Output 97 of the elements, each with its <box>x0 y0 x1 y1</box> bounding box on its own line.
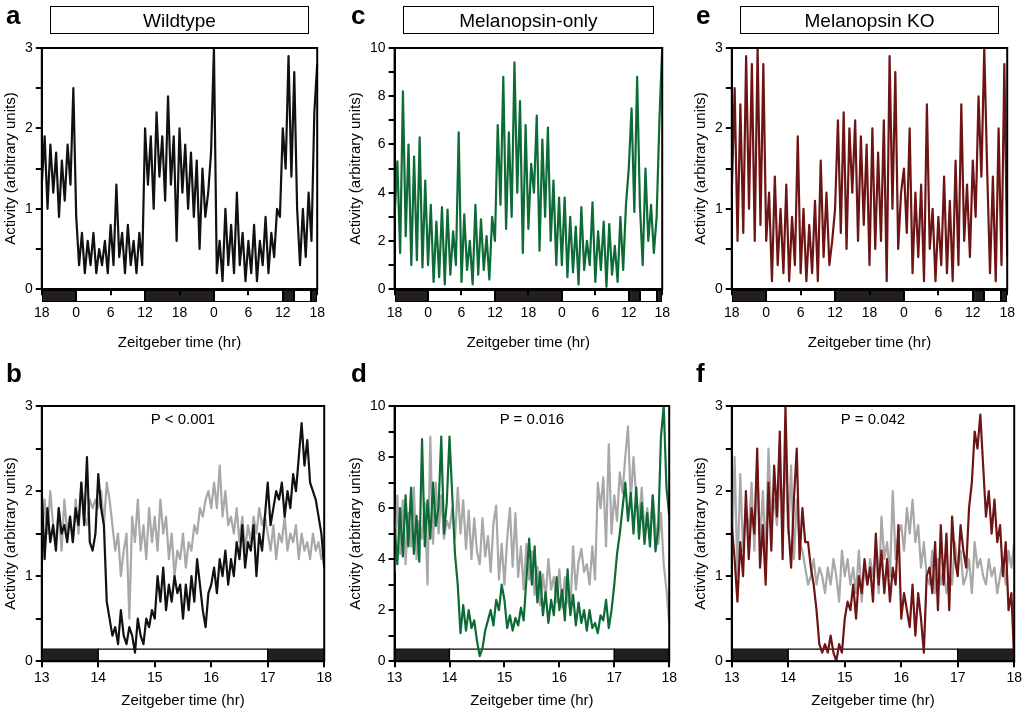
y-tick-label: 10 <box>369 396 386 413</box>
x-tick-label: 14 <box>90 669 107 686</box>
y-tick-label: 4 <box>377 183 386 200</box>
x-tick-label: 18 <box>386 304 403 321</box>
x-tick-label: 17 <box>259 669 276 686</box>
y-axis-title: Activity (arbitrary units) <box>346 92 364 245</box>
x-axis-title: Zeitgeber time (hr) <box>117 333 242 351</box>
x-tick-label: 6 <box>934 304 943 321</box>
x-tick-label: 14 <box>780 669 797 686</box>
annotation: P < 0.001 <box>150 409 216 427</box>
x-axis-title: Zeitgeber time (hr) <box>466 333 591 351</box>
x-tick-label: 18 <box>999 304 1016 321</box>
x-tick-label: 6 <box>457 304 466 321</box>
y-tick-label: 2 <box>24 119 33 136</box>
x-tick-label: 16 <box>893 669 910 686</box>
y-tick-label: 6 <box>377 498 386 515</box>
x-tick-label: 15 <box>836 669 853 686</box>
chart-title: Wildtype <box>49 6 310 34</box>
x-tick-label: 18 <box>34 304 50 321</box>
y-tick-label: 2 <box>714 481 723 498</box>
y-tick-label: 0 <box>24 652 33 669</box>
annotation: P = 0.016 <box>499 409 565 427</box>
y-tick-label: 6 <box>377 135 386 152</box>
text: e <box>696 0 711 31</box>
x-tick-label: 15 <box>496 669 513 686</box>
y-tick-label: 3 <box>24 38 33 55</box>
x-tick-label: 0 <box>900 304 909 321</box>
y-tick-label: 1 <box>714 566 723 583</box>
text: c <box>351 0 366 31</box>
x-tick-label: 13 <box>386 669 403 686</box>
y-tick-label: 3 <box>24 396 33 413</box>
x-axis-title: Zeitgeber time (hr) <box>121 691 245 709</box>
y-tick-label: 0 <box>714 652 723 669</box>
x-tick-label: 13 <box>724 669 740 686</box>
x-tick-label: 0 <box>557 304 566 321</box>
y-tick-label: 0 <box>377 280 386 297</box>
x-tick-label: 17 <box>606 669 623 686</box>
y-tick-label: 2 <box>24 481 33 498</box>
y-tick-label: 1 <box>714 199 723 216</box>
chart-title: Melanopsin KO <box>739 6 1000 34</box>
x-tick-label: 18 <box>309 304 326 321</box>
x-tick-label: 15 <box>146 669 163 686</box>
y-tick-label: 4 <box>377 549 386 566</box>
x-axis-title: Zeitgeber time (hr) <box>811 691 935 709</box>
text: a <box>6 0 21 31</box>
y-tick-label: 0 <box>714 280 723 297</box>
x-tick-label: 0 <box>72 304 81 321</box>
x-tick-label: 13 <box>34 669 50 686</box>
x-axis-title: Zeitgeber time (hr) <box>807 333 932 351</box>
x-tick-label: 12 <box>487 304 503 321</box>
x-tick-label: 14 <box>441 669 458 686</box>
text: f <box>696 358 705 389</box>
x-tick-label: 17 <box>949 669 966 686</box>
x-tick-label: 6 <box>591 304 600 321</box>
y-tick-label: 2 <box>377 231 386 248</box>
x-tick-label: 0 <box>424 304 433 321</box>
y-axis-title: Activity (arbitrary units) <box>1 92 19 245</box>
x-tick-label: 6 <box>106 304 115 321</box>
x-axis-title: Zeitgeber time (hr) <box>470 691 594 709</box>
y-tick-label: 2 <box>714 119 723 136</box>
x-tick-label: 12 <box>275 304 291 321</box>
x-tick-label: 18 <box>520 304 537 321</box>
y-tick-label: 8 <box>377 87 386 104</box>
x-tick-label: 18 <box>654 304 671 321</box>
y-axis-title: Activity (arbitrary units) <box>346 457 364 610</box>
x-tick-label: 12 <box>620 304 637 321</box>
y-axis-title: Activity (arbitrary units) <box>691 92 709 245</box>
y-tick-label: 0 <box>377 652 386 669</box>
y-axis-title: Activity (arbitrary units) <box>1 457 19 610</box>
y-tick-label: 8 <box>377 447 386 464</box>
y-tick-label: 3 <box>714 38 723 55</box>
x-tick-label: 0 <box>762 304 771 321</box>
text: d <box>351 358 367 389</box>
x-tick-label: 6 <box>244 304 253 321</box>
x-tick-label: 12 <box>965 304 981 321</box>
y-tick-label: 2 <box>377 601 386 618</box>
annotation: P = 0.042 <box>840 409 906 427</box>
y-axis-title: Activity (arbitrary units) <box>691 457 709 610</box>
x-tick-label: 18 <box>316 669 333 686</box>
chart-title: Melanopsin-only <box>402 6 655 34</box>
y-tick-label: 3 <box>714 396 723 413</box>
x-tick-label: 18 <box>1006 669 1023 686</box>
y-tick-label: 0 <box>24 280 33 297</box>
y-tick-label: 1 <box>24 199 33 216</box>
x-tick-label: 6 <box>796 304 805 321</box>
x-tick-label: 18 <box>861 304 878 321</box>
x-tick-label: 12 <box>137 304 154 321</box>
x-tick-label: 18 <box>661 669 678 686</box>
x-tick-label: 18 <box>724 304 740 321</box>
y-tick-label: 1 <box>24 566 33 583</box>
text: b <box>6 358 22 389</box>
x-tick-label: 16 <box>551 669 568 686</box>
x-tick-label: 16 <box>203 669 220 686</box>
y-tick-label: 10 <box>369 38 386 55</box>
x-tick-label: 0 <box>210 304 219 321</box>
x-tick-label: 18 <box>171 304 188 321</box>
x-tick-label: 12 <box>827 304 844 321</box>
